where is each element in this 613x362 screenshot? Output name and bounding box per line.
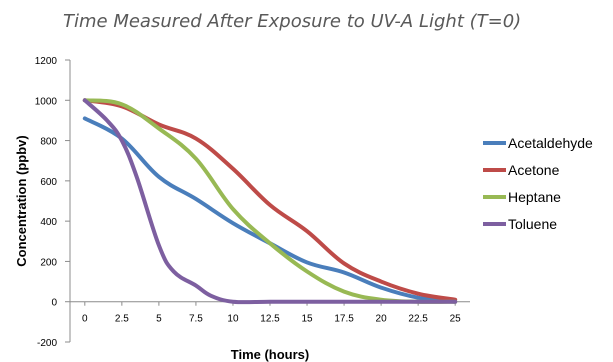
y-tick-label: 0 <box>51 298 57 309</box>
x-tick-label: 25 <box>450 314 462 325</box>
series-line-toluene <box>82 98 458 305</box>
legend-label-acetaldehyde: Acetaldehyde <box>508 135 593 151</box>
y-tick-label: 800 <box>40 137 57 148</box>
legend: Acetaldehyde Acetone Heptane Toluene <box>483 135 593 232</box>
x-tick-label: 7.5 <box>189 314 203 325</box>
y-tick-label: 1000 <box>35 96 58 107</box>
x-tick-label: 15 <box>301 314 313 325</box>
series-line-heptane <box>82 98 458 304</box>
x-axis-title: Time (hours) <box>231 347 310 362</box>
y-tick-label: -200 <box>37 338 57 349</box>
series-line-acetaldehyde <box>82 116 458 304</box>
y-tick-label: 400 <box>40 217 57 228</box>
x-tick-label: 5 <box>156 314 162 325</box>
x-tick-label: 22.5 <box>408 314 428 325</box>
plot-area: -200 0 200 400 600 800 1000 1200 0 2.5 5 7.5 10 12.5 1… <box>35 56 470 349</box>
x-tick-label: 12.5 <box>260 314 280 325</box>
legend-label-toluene: Toluene <box>508 216 557 232</box>
chart-title: Time Measured After Exposure to UV-A Lig… <box>63 11 521 32</box>
legend-label-acetone: Acetone <box>508 162 560 178</box>
x-tick-label: 2.5 <box>115 314 129 325</box>
x-tick-label: 10 <box>227 314 239 325</box>
y-axis-title: Concentration (ppbv) <box>14 135 29 266</box>
x-tick-label: 20 <box>376 314 388 325</box>
y-tick-label: 1200 <box>35 56 58 67</box>
y-tick-label: 200 <box>40 257 57 268</box>
y-tick-label: 600 <box>40 177 57 188</box>
x-tick-label: 0 <box>82 314 88 325</box>
series-line-acetone <box>82 98 458 302</box>
legend-label-heptane: Heptane <box>508 189 561 205</box>
x-tick-label: 17.5 <box>334 314 354 325</box>
